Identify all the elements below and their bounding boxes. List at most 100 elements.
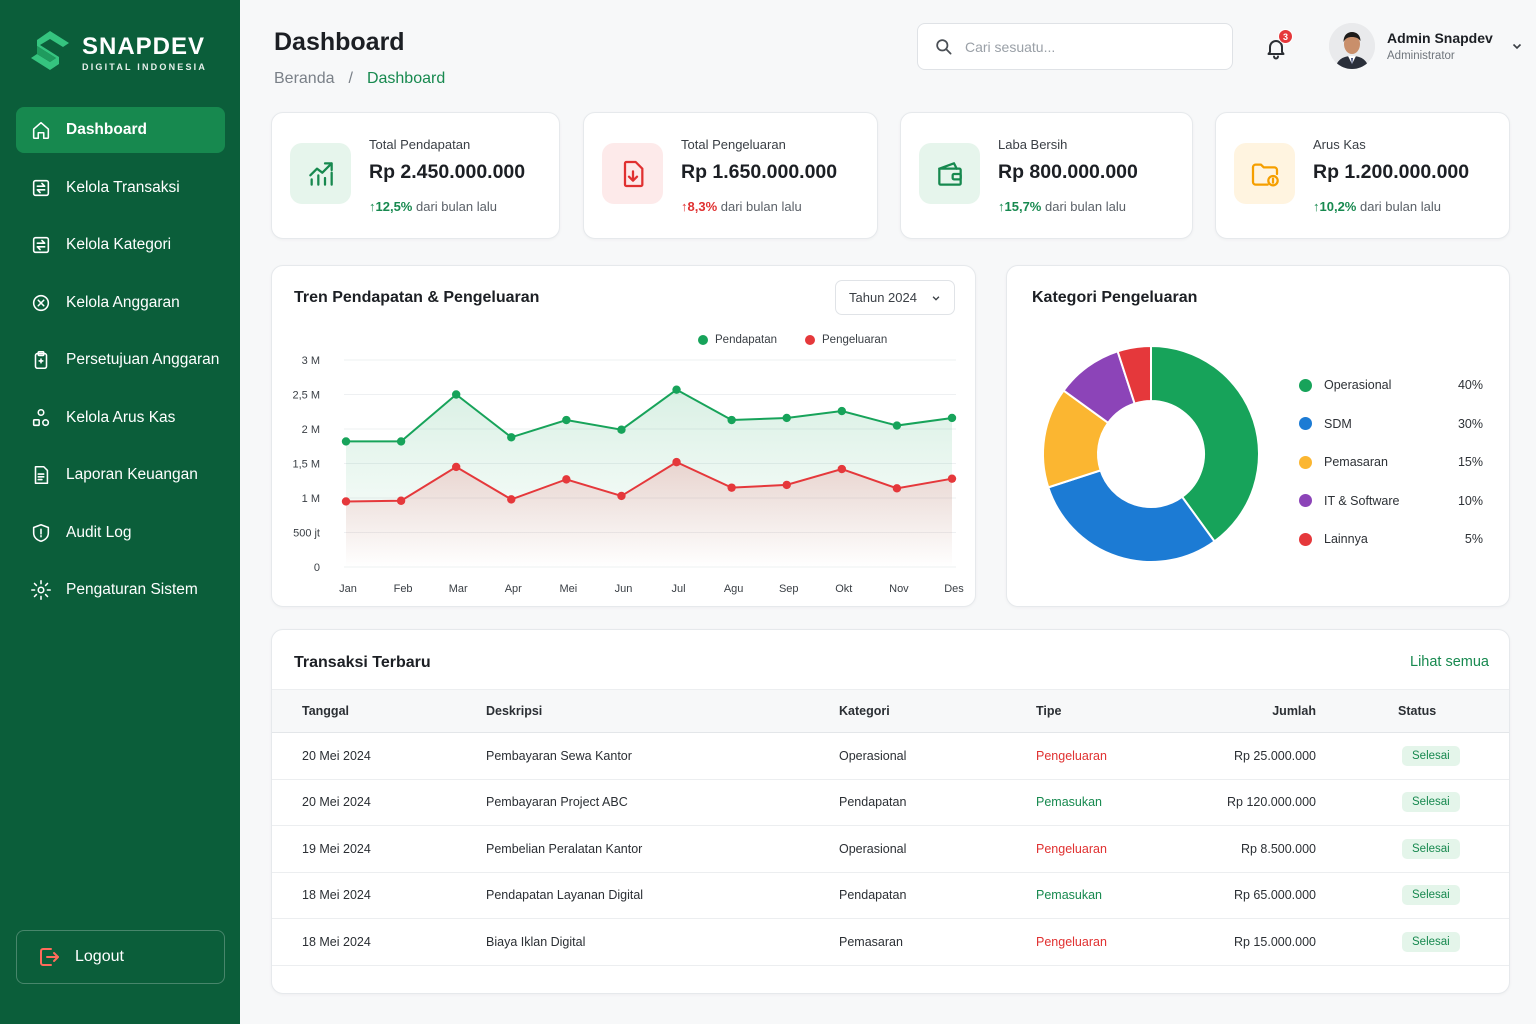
sidebar-item-label: Pengaturan Sistem [66, 581, 198, 598]
notification-button[interactable]: 3 [1256, 28, 1296, 68]
stat-change: ↑12,5% dari bulan lalu [369, 199, 497, 214]
logout-button[interactable]: Logout [16, 930, 225, 984]
data-point-pendapatan[interactable] [782, 413, 791, 423]
avatar [1329, 23, 1375, 69]
legend-swatch [1299, 494, 1312, 508]
trend-chart-title: Tren Pendapatan & Pengeluaran [294, 289, 540, 306]
cell-description: Biaya Iklan Digital [486, 918, 839, 966]
stat-change-value: 10,2% [1319, 199, 1357, 214]
stat-change-suffix: dari bulan lalu [416, 199, 497, 214]
donut-slice-operasional[interactable] [1150, 344, 1260, 543]
data-point-pengeluaran[interactable] [727, 483, 736, 492]
x-tick-label: Mar [449, 583, 468, 595]
stat-icon-box [290, 143, 351, 204]
user-menu[interactable]: Admin Snapdev Administrator [1329, 23, 1523, 69]
data-point-pendapatan[interactable] [507, 433, 516, 442]
column-header-tipe: Tipe [1036, 689, 1196, 733]
see-all-link[interactable]: Lihat semua [1410, 654, 1489, 670]
data-point-pendapatan[interactable] [451, 390, 461, 399]
stat-change-value: 12,5% [375, 199, 413, 214]
stat-value: Rp 800.000.000 [998, 161, 1138, 183]
data-point-pendapatan[interactable] [562, 415, 571, 425]
sidebar-item-kelola-arus-kas[interactable]: Kelola Arus Kas [16, 395, 225, 441]
stat-icon-box [1234, 143, 1295, 204]
table-row[interactable]: 20 Mei 2024 Pembayaran Sewa Kantor Operasi… [272, 732, 1509, 780]
cell-category: Pendapatan [839, 872, 1036, 919]
legend-swatch [698, 335, 708, 345]
data-point-pendapatan[interactable] [672, 385, 681, 394]
cell-date: 18 Mei 2024 [272, 872, 486, 919]
search-input[interactable] [965, 38, 1205, 55]
category-icon [32, 236, 50, 254]
arrow-up-icon: ↑ [1313, 199, 1320, 214]
data-point-pendapatan[interactable] [617, 425, 626, 434]
column-header-kategori: Kategori [839, 689, 1036, 733]
cell-description: Pembayaran Sewa Kantor [486, 732, 839, 780]
data-point-pengeluaran[interactable] [617, 491, 626, 501]
donut-slice-sdm[interactable] [1047, 469, 1216, 563]
stat-change-value: 15,7% [1004, 199, 1042, 214]
data-point-pengeluaran[interactable] [782, 480, 791, 490]
sidebar-item-kelola-transaksi[interactable]: Kelola Transaksi [16, 165, 225, 211]
x-tick-label: Des [944, 583, 964, 595]
data-point-pengeluaran[interactable] [341, 497, 351, 506]
year-select[interactable]: Tahun 2024 [835, 280, 955, 315]
data-point-pendapatan[interactable] [837, 406, 847, 416]
data-point-pengeluaran[interactable] [947, 474, 957, 483]
cell-type: Pengeluaran [1036, 732, 1196, 780]
data-point-pendapatan[interactable] [341, 437, 351, 446]
x-tick-label: Jan [339, 583, 357, 595]
sidebar-item-label: Kelola Anggaran [66, 293, 180, 311]
sidebar-item-kelola-anggaran[interactable]: Kelola Anggaran [16, 280, 225, 326]
sidebar-item-persetujuan-anggaran[interactable]: Persetujuan Anggaran [16, 337, 225, 383]
data-point-pengeluaran[interactable] [451, 462, 461, 472]
category-chart-card: Kategori Pengeluaran Operasional 40% SDM 30… [1006, 265, 1510, 607]
page-title: Dashboard [274, 28, 405, 56]
data-point-pendapatan[interactable] [396, 437, 406, 446]
table-row[interactable]: 18 Mei 2024 Pendapatan Layanan Digital Pen… [272, 872, 1509, 919]
breadcrumb-separator: / [348, 70, 353, 87]
data-point-pengeluaran[interactable] [672, 457, 681, 467]
arrow-up-icon: ↑ [998, 199, 1005, 214]
search-box[interactable] [917, 23, 1233, 70]
table-row[interactable]: 19 Mei 2024 Pembelian Peralatan Kantor Ope… [272, 825, 1509, 873]
stat-change-suffix: dari bulan lalu [1360, 199, 1441, 214]
stat-card-laba-bersih: Laba Bersih Rp 800.000.000 ↑15,7% dari bul… [900, 112, 1193, 239]
x-tick-label: Agu [724, 583, 744, 595]
sidebar-item-label: Laporan Keuangan [66, 466, 198, 483]
stat-icon-box [602, 143, 663, 204]
sidebar-item-laporan-keuangan[interactable]: Laporan Keuangan [16, 452, 225, 498]
wallet-icon [937, 161, 962, 186]
cell-status: Selesai [1316, 872, 1509, 919]
data-point-pengeluaran[interactable] [507, 495, 516, 504]
column-header-tanggal: Tanggal [272, 689, 486, 733]
sidebar-item-audit-log[interactable]: Audit Log [16, 510, 225, 556]
sidebar-item-dashboard[interactable]: Dashboard [16, 107, 225, 153]
y-tick-label: 1 M [302, 493, 320, 505]
status-badge: Selesai [1402, 792, 1460, 813]
donut-slice-lainnya[interactable] [1116, 344, 1152, 405]
data-point-pendapatan[interactable] [727, 415, 736, 425]
x-tick-label: Apr [505, 583, 522, 595]
data-point-pendapatan[interactable] [892, 421, 902, 430]
stat-card-total-pendapatan: Total Pendapatan Rp 2.450.000.000 ↑12,5% d… [271, 112, 560, 239]
cell-amount: Rp 65.000.000 [1196, 872, 1316, 919]
data-point-pengeluaran[interactable] [892, 484, 902, 493]
table-row[interactable]: 20 Mei 2024 Pembayaran Project ABC Pendapa… [272, 779, 1509, 826]
breadcrumb-home[interactable]: Beranda [274, 70, 335, 87]
stat-card-arus-kas: Arus Kas Rp 1.200.000.000 ↑10,2% dari bula… [1215, 112, 1510, 239]
data-point-pengeluaran[interactable] [837, 464, 847, 474]
table-row[interactable]: 18 Mei 2024 Biaya Iklan Digital Pemasaran P… [272, 918, 1509, 966]
data-point-pendapatan[interactable] [947, 413, 957, 423]
sidebar-item-kelola-kategori[interactable]: Kelola Kategori [16, 222, 225, 268]
column-header-status: Status [1316, 689, 1509, 733]
sidebar-item-pengaturan-sistem[interactable]: Pengaturan Sistem [16, 567, 225, 613]
cell-type: Pemasukan [1036, 779, 1196, 826]
data-point-pengeluaran[interactable] [396, 496, 406, 505]
y-tick-label: 500 jt [293, 528, 320, 540]
brand-logo[interactable]: SNAPDEV DIGITAL INDONESIA [28, 28, 207, 78]
snapdev-logo-icon [31, 31, 69, 70]
x-tick-label: Nov [889, 583, 909, 595]
data-point-pengeluaran[interactable] [562, 475, 571, 484]
category-chart-title: Kategori Pengeluaran [1032, 289, 1198, 306]
